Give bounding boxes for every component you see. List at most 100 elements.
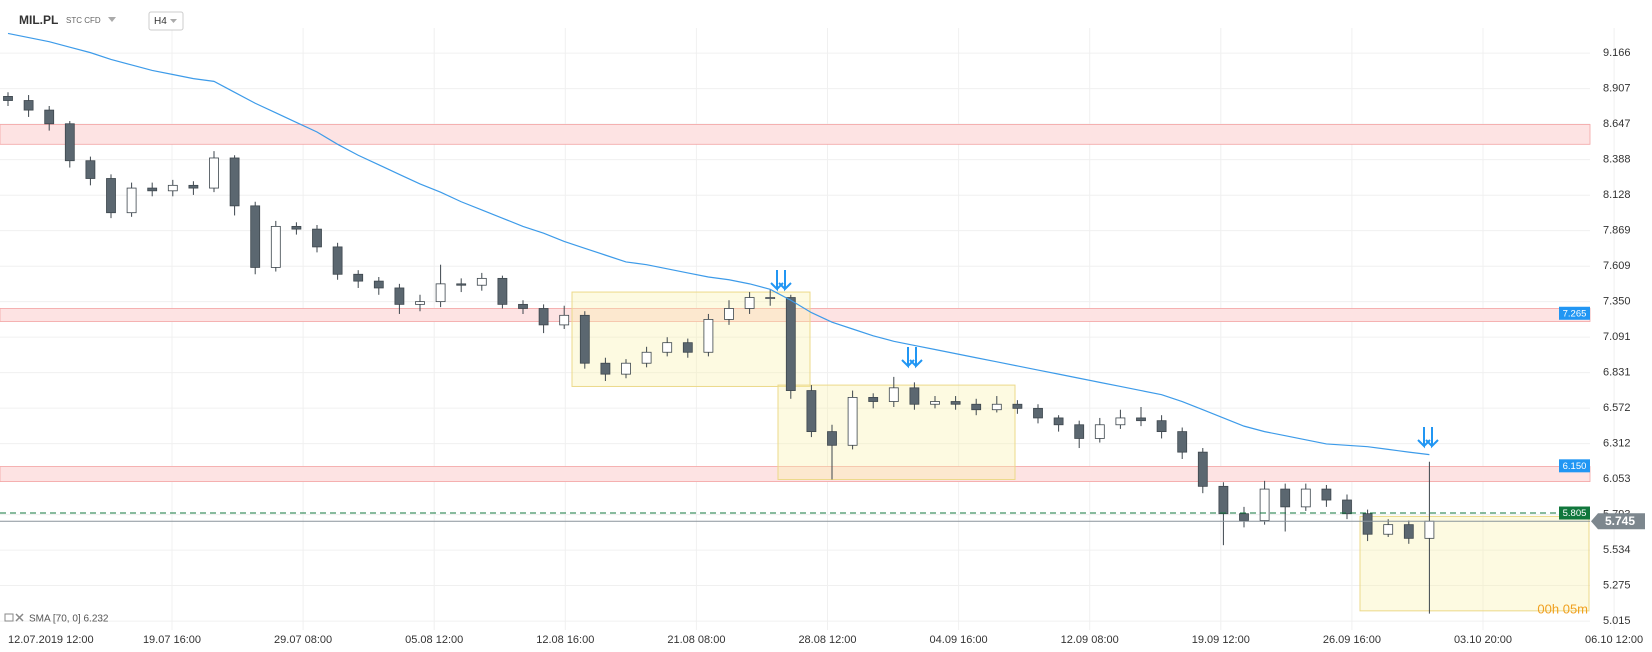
indicator-legend: SMA [70, 0] 6.232 [29, 614, 109, 625]
candle-body [579, 314, 590, 364]
candle-body [971, 403, 982, 411]
candle-body [744, 297, 755, 309]
candle-body [827, 431, 837, 446]
instrument-type: STC CFD [66, 16, 101, 25]
symbol: MIL.PL [19, 13, 58, 27]
candle-body [621, 362, 631, 375]
candle-body [435, 283, 446, 303]
x-tick-label: 19.09 12:00 [1192, 634, 1250, 646]
candle-body [476, 277, 487, 286]
candle-body [1012, 403, 1023, 409]
sma-line [7, 32, 1430, 456]
candle-body [662, 342, 673, 353]
price-tag [1559, 306, 1590, 320]
signal-arrow [901, 347, 923, 369]
candle-body [106, 178, 116, 214]
x-tick-label: 26.09 16:00 [1323, 634, 1381, 646]
candle-body [1115, 417, 1126, 426]
indicator-remove-icon[interactable] [15, 613, 24, 622]
y-tick-label: 6.831 [1603, 367, 1631, 379]
x-tick-label: 29.07 08:00 [274, 634, 332, 646]
candle-body [518, 303, 528, 309]
resistance-zone [0, 124, 1591, 145]
candle-body [373, 280, 384, 289]
candle-body [126, 187, 137, 214]
candle-body [1280, 488, 1291, 508]
price-tag-label: 7.265 [1563, 308, 1587, 319]
candle-body [1300, 488, 1311, 508]
candle-body [1239, 513, 1249, 521]
y-tick-label: 7.350 [1603, 296, 1631, 308]
candle-body [332, 246, 343, 275]
candle-body [497, 277, 508, 305]
candle-body [682, 342, 693, 353]
candle-body [415, 301, 425, 305]
signal-arrow [770, 270, 792, 292]
y-tick-label: 5.534 [1603, 544, 1631, 556]
candle-body [167, 184, 178, 192]
candle-body [1342, 499, 1352, 515]
x-tick-label: 04.09 16:00 [930, 634, 988, 646]
price-tag [1559, 459, 1590, 473]
range-box [1359, 515, 1590, 612]
x-tick-label: 12.07.2019 12:00 [8, 634, 94, 646]
symbol-dropdown[interactable] [108, 17, 116, 22]
candle-body [1094, 424, 1105, 439]
candle-body [353, 273, 364, 282]
y-tick-label: 6.572 [1603, 402, 1631, 414]
interval: H4 [154, 16, 167, 27]
interval-select[interactable] [148, 11, 184, 31]
candle-body [847, 397, 858, 446]
x-tick-label: 19.07 16:00 [143, 634, 201, 646]
price-tag [1559, 506, 1590, 520]
price-tag-label: 6.150 [1563, 461, 1587, 472]
x-tick-label: 12.08 16:00 [536, 634, 594, 646]
candle-body [1177, 431, 1188, 453]
candle-body [785, 297, 796, 391]
x-tick-label: 28.08 12:00 [798, 634, 856, 646]
signal-arrow [1417, 427, 1439, 449]
x-tick-label: 21.08 08:00 [667, 634, 725, 646]
candle-body [559, 314, 570, 326]
candle-body [930, 401, 940, 405]
candle-body [64, 123, 75, 162]
candle-body [1424, 520, 1435, 539]
y-tick-label: 8.128 [1603, 189, 1631, 201]
y-tick-label: 8.647 [1603, 118, 1631, 130]
signal-arrows [770, 270, 1439, 449]
price-tag-label: 5.805 [1563, 508, 1587, 519]
x-tick-label: 05.08 12:00 [405, 634, 463, 646]
y-tick-label: 7.869 [1603, 225, 1631, 237]
y-tick-label: 6.053 [1603, 473, 1631, 485]
indicator-icons[interactable] [4, 613, 24, 622]
candle-body [394, 287, 405, 305]
indicator-settings-icon[interactable] [4, 613, 14, 622]
candle-body [209, 157, 219, 189]
candle-body [765, 297, 776, 299]
x-tick-label: 06.10 12:00 [1585, 634, 1643, 646]
candle-body [724, 308, 734, 320]
y-tick-label: 7.091 [1603, 331, 1631, 343]
candle-body [229, 157, 240, 207]
y-tick-label: 6.312 [1603, 438, 1631, 450]
candle-body [888, 387, 899, 402]
candle-body [950, 401, 961, 405]
candle-body [312, 228, 322, 248]
candle-body [456, 283, 467, 286]
candle-body [868, 397, 879, 402]
candle-body [600, 362, 611, 375]
candle-body [1218, 485, 1229, 515]
resistance-zone [0, 466, 1591, 482]
y-tick-label: 8.907 [1603, 83, 1631, 95]
candle-body [1383, 524, 1394, 535]
candle-body [538, 308, 549, 326]
candle-body [44, 109, 55, 125]
candle-body [188, 184, 199, 189]
candle-body [1362, 513, 1373, 535]
y-tick-label: 8.388 [1603, 154, 1631, 166]
candle-body [291, 225, 302, 230]
candle-body [1197, 451, 1208, 487]
candle-body [1074, 424, 1085, 439]
